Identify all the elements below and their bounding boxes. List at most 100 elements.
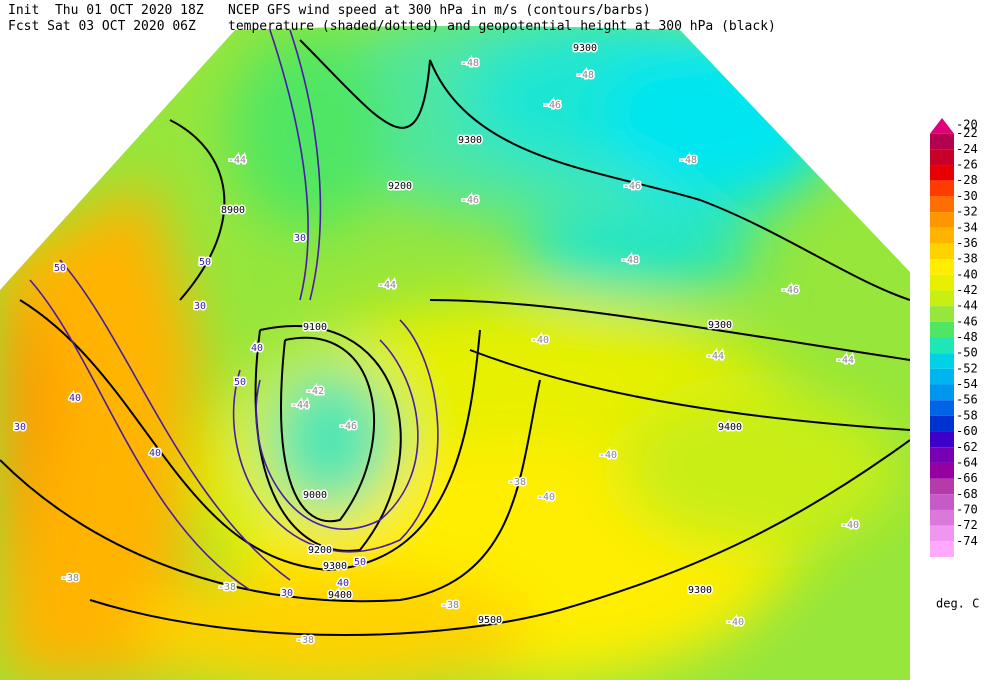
colorbar-swatch (930, 337, 954, 354)
temperature-label: -48 (621, 255, 639, 266)
height-contours (0, 39, 910, 636)
wind-label: 30 (281, 588, 293, 599)
colorbar-swatch (930, 259, 954, 275)
height-label: 9000 (303, 490, 327, 501)
colorbar-swatch (930, 431, 954, 448)
wind-label: 30 (14, 422, 26, 433)
colorbar-label: -28 (956, 173, 978, 187)
header-right: NCEP GFS wind speed at 300 hPa in m/s (c… (228, 3, 651, 18)
temperature-label: -48 (576, 70, 594, 81)
wind-contours (29, 29, 439, 591)
colorbar-label: -68 (956, 487, 978, 501)
height-label: 8900 (221, 205, 245, 216)
wind-label: 50 (354, 557, 366, 568)
wind-label: 30 (294, 233, 306, 244)
colorbar-label: -30 (956, 189, 978, 203)
colorbar-swatch (930, 415, 954, 432)
height-label: 9300 (708, 320, 732, 331)
temperature-label: -40 (841, 520, 859, 531)
colorbar-label: -64 (956, 455, 978, 469)
colorbar-label: -20 (956, 118, 978, 132)
colorbar-swatch (930, 133, 954, 150)
colorbar-label: -24 (956, 142, 978, 156)
colorbar-swatch (930, 478, 954, 495)
map-area (0, 26, 910, 680)
temperature-label: -38 (508, 477, 526, 488)
colorbar-swatch (930, 196, 954, 213)
colorbar-label: -42 (956, 283, 978, 297)
temperature-label: -48 (679, 155, 697, 166)
temperature-label: -40 (531, 335, 549, 346)
colorbar-label: -52 (956, 361, 978, 375)
temperature-label: -40 (537, 492, 555, 503)
colorbar-label: -34 (956, 220, 978, 234)
colorbar-label: -38 (956, 252, 978, 266)
temperature-label: -44 (836, 355, 854, 366)
colorbar-swatch (930, 494, 954, 510)
colorbar-label: -62 (956, 440, 978, 454)
colorbar-label: -58 (956, 408, 978, 422)
wind-label: 40 (69, 393, 81, 404)
height-label: 9300 (688, 585, 712, 596)
temperature-label: -44 (706, 351, 724, 362)
colorbar-label: -48 (956, 330, 978, 344)
colorbar-label: -40 (956, 267, 978, 281)
colorbar-label: -74 (956, 534, 978, 548)
colorbar-label: -50 (956, 346, 978, 360)
colorbar-swatch (930, 306, 954, 322)
wind-label: 40 (251, 343, 263, 354)
colorbar-swatch (930, 368, 954, 385)
colorbar-label: -32 (956, 205, 978, 219)
temperature-label: -46 (623, 181, 641, 192)
height-label: 9200 (308, 545, 332, 556)
height-label: 9400 (328, 590, 352, 601)
colorbar-unit: deg. C (936, 597, 979, 611)
temperature-label: -40 (726, 617, 744, 628)
colorbar-swatch (930, 180, 954, 197)
wind-label: 40 (149, 448, 161, 459)
colorbar-swatch (930, 400, 954, 416)
colorbar-swatch (930, 462, 954, 479)
temperature-label: -38 (218, 582, 236, 593)
height-label: 9100 (303, 322, 327, 333)
colorbar-label: -72 (956, 518, 978, 532)
header-right: temperature (shaded/dotted) and geopoten… (228, 19, 776, 34)
contour-labels: 9300 9300 8900 9200 9300 9400 9100 9000 9200 9300… (12, 42, 860, 648)
temperature-label: -44 (291, 400, 309, 411)
temperature-label: -38 (296, 635, 314, 646)
colorbar-label: -36 (956, 236, 978, 250)
temperature-label: -40 (599, 450, 617, 461)
colorbar-label: -70 (956, 502, 978, 516)
colorbar-swatch (930, 243, 954, 260)
temperature-label: -44 (228, 155, 246, 166)
colorbar-swatch (930, 290, 954, 307)
header-left: Init Thu 01 OCT 2020 18Z (8, 3, 204, 18)
height-label: 9300 (573, 43, 597, 54)
height-label: 9200 (388, 181, 412, 192)
colorbar-swatch (930, 447, 954, 463)
temperature-label: -48 (461, 58, 479, 69)
colorbar-swatch (930, 274, 954, 291)
temperature-label: -46 (781, 285, 799, 296)
colorbar-label: -60 (956, 424, 978, 438)
colorbar: -20-22-24-26-28-30-32-34-36-38-40-42-44-… (930, 118, 978, 557)
colorbar-label: -56 (956, 393, 978, 407)
colorbar-swatch (930, 165, 954, 181)
colorbar-label: -66 (956, 471, 978, 485)
wind-label: 50 (199, 257, 211, 268)
colorbar-swatch (930, 212, 954, 228)
temperature-label: -38 (61, 573, 79, 584)
temperature-label: -46 (339, 421, 357, 432)
wind-label: 30 (194, 301, 206, 312)
colorbar-label: -46 (956, 314, 978, 328)
wind-label: 50 (234, 377, 246, 388)
colorbar-label: -22 (956, 126, 978, 140)
colorbar-swatch (930, 541, 954, 557)
colorbar-swatch (930, 353, 954, 369)
colorbar-swatch (930, 321, 954, 338)
temperature-label: -44 (378, 280, 396, 291)
colorbar-swatch (930, 384, 954, 401)
colorbar-swatch (930, 149, 954, 166)
colorbar-swatch (930, 118, 954, 134)
